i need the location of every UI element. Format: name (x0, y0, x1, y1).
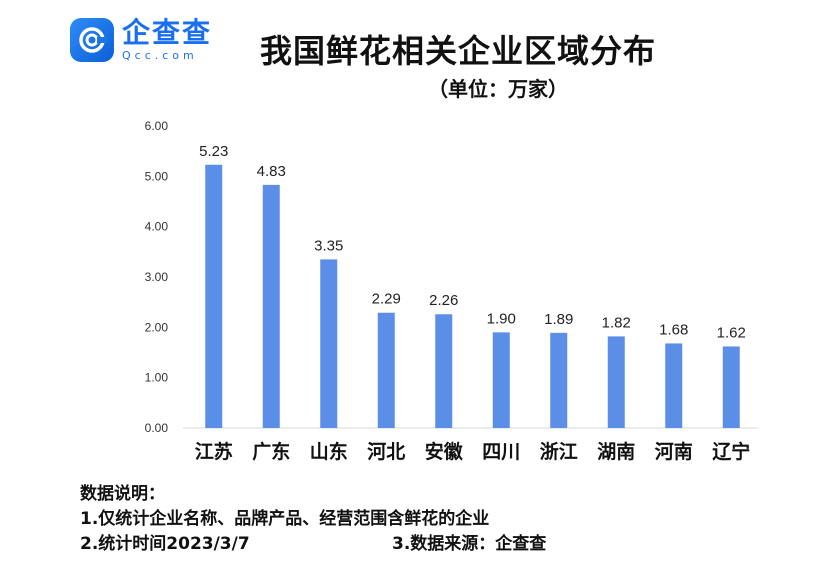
y-tick-label: 3.00 (145, 270, 169, 284)
data-label: 1.90 (487, 310, 516, 327)
chart-title: 我国鲜花相关企业区域分布 (260, 32, 657, 70)
bar (205, 164, 223, 429)
data-notes: 数据说明： 1.仅统计企业名称、品牌产品、经营范围含鲜花的企业 2.统计时间20… (80, 482, 546, 557)
data-label: 2.26 (429, 292, 458, 309)
brand-domain: Qcc.com (122, 49, 198, 62)
bar (492, 332, 510, 428)
brand-logo: 企查查 Qcc.com (70, 18, 212, 62)
x-tick-label: 山东 (310, 440, 348, 463)
data-label: 4.83 (257, 163, 286, 180)
y-tick-label: 2.00 (145, 320, 169, 334)
bar (320, 259, 338, 428)
x-tick-label: 辽宁 (712, 440, 750, 463)
x-tick-label: 四川 (482, 441, 520, 463)
qcc-logo-icon (70, 18, 114, 62)
chart-subtitle: （单位：万家） (428, 77, 568, 101)
x-tick-label: 河南 (655, 441, 693, 463)
x-tick-label: 江苏 (195, 440, 233, 463)
bar (607, 336, 625, 428)
x-tick-label: 广东 (252, 440, 290, 463)
bar (665, 343, 683, 428)
y-tick-label: 6.00 (145, 119, 169, 133)
notes-line-1: 1.仅统计企业名称、品牌产品、经营范围含鲜花的企业 (80, 509, 490, 529)
notes-heading: 数据说明： (80, 484, 165, 504)
data-label: 1.82 (602, 314, 631, 331)
x-tick-label: 湖南 (597, 441, 635, 463)
x-tick-label: 浙江 (540, 440, 578, 463)
brand-name: 企查查 (122, 16, 213, 49)
y-tick-label: 1.00 (145, 371, 169, 385)
y-tick-label: 5.00 (145, 169, 169, 183)
x-tick-label: 河北 (367, 441, 405, 463)
data-label: 1.89 (544, 311, 573, 328)
bar (377, 312, 395, 428)
bar (262, 184, 280, 428)
bar (722, 346, 740, 428)
data-label: 1.62 (717, 324, 746, 341)
bar (550, 332, 568, 428)
data-label: 1.68 (659, 321, 688, 338)
y-tick-label: 4.00 (145, 220, 169, 234)
notes-line-2: 2.统计时间2023/3/7 (80, 534, 250, 554)
y-tick-label: 0.00 (145, 421, 169, 435)
data-label: 5.23 (199, 143, 228, 160)
bar (435, 314, 453, 428)
x-tick-label: 安徽 (425, 440, 464, 463)
data-label: 3.35 (314, 237, 343, 254)
data-label: 2.29 (372, 291, 401, 308)
notes-line-3: 3.数据来源：企查查 (392, 534, 547, 554)
